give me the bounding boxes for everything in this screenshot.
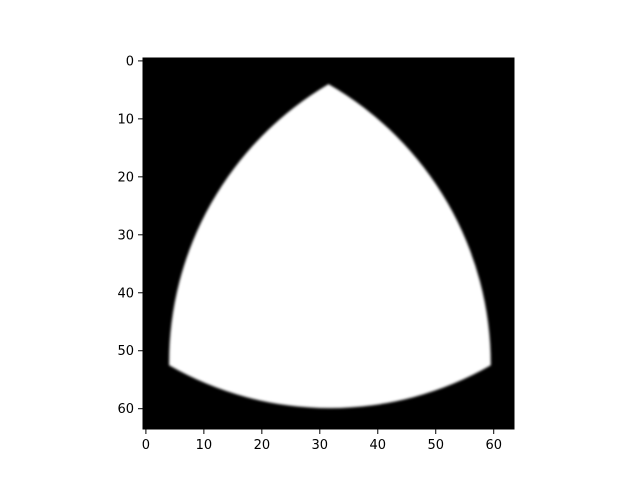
plot-area [142,57,515,430]
y-axis: 0 10 20 30 40 50 60 [117,54,143,417]
x-tick-label: 50 [427,438,444,453]
y-tick-label: 20 [117,170,134,185]
x-tick-label: 40 [370,438,387,453]
x-tick-label: 60 [485,438,502,453]
x-tick-label: 10 [196,438,213,453]
y-tick-label: 60 [117,402,134,417]
x-tick-label: 20 [254,438,271,453]
y-tick-label: 10 [117,112,134,127]
axes-frame [142,57,515,430]
reuleaux-triangle-shape [169,84,491,409]
x-axis: 0 10 20 30 40 50 60 [142,429,502,453]
x-tick-label: 30 [312,438,329,453]
y-tick-label: 40 [117,286,134,301]
y-tick-label: 0 [126,54,134,69]
y-tick-label: 30 [117,228,134,243]
y-tick-label: 50 [117,344,134,359]
x-tick-label: 0 [142,438,150,453]
